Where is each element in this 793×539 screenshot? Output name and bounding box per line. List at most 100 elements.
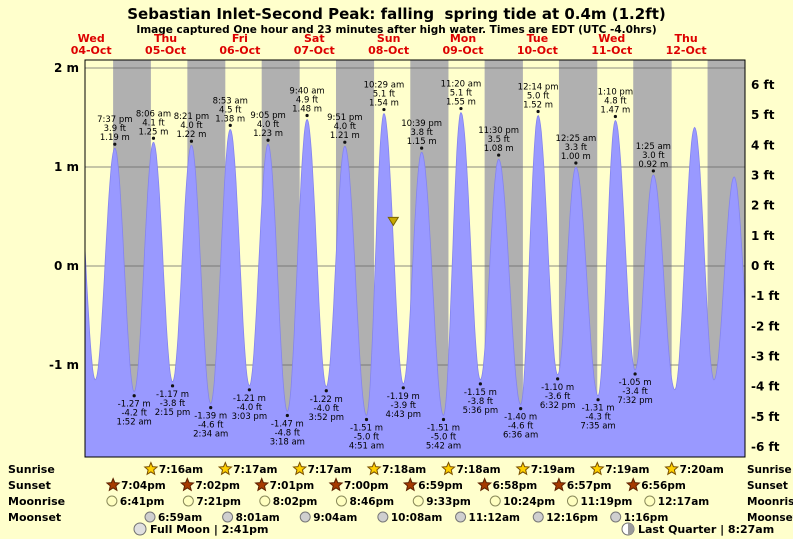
y-axis-label-m: -1 m [49, 358, 79, 372]
tide-low-m: -1.21 m [233, 394, 266, 404]
day-label-date: 05-Oct [145, 44, 186, 57]
sunrise-star-icon [589, 461, 605, 476]
astro-row-label-left: Moonrise [8, 495, 65, 508]
sunrise-time: 7:16am [159, 464, 203, 476]
moonset-circle-icon [455, 511, 467, 523]
tide-high-ft: 5.1 ft [373, 90, 396, 100]
sunrise-time: 7:17am [308, 464, 352, 476]
tide-low-time: 5:42 am [426, 441, 461, 451]
astro-row-label-left: Sunset [8, 479, 51, 492]
tide-low-time: 5:36 pm [463, 406, 498, 416]
moonset-time: 10:08am [391, 512, 443, 524]
tide-high-time: 10:29 am [364, 81, 405, 91]
tide-high-ft: 5.0 ft [527, 92, 550, 102]
tide-low-dot [324, 389, 328, 393]
tide-low-dot [596, 398, 600, 402]
moonset-time: 6:59am [158, 512, 202, 524]
tide-low-m: -1.51 m [350, 423, 383, 433]
moonset-time: 11:12am [469, 512, 521, 524]
tide-low-time: 2:34 am [193, 430, 228, 440]
sunrise-time: 7:18am [456, 464, 500, 476]
tide-high-ft: 3.3 ft [565, 143, 588, 153]
moonrise-circle-icon [106, 495, 118, 507]
tide-high-m: 1.23 m [253, 129, 283, 139]
tide-high-m: 1.21 m [330, 131, 360, 141]
tide-high-ft: 4.0 ft [257, 120, 280, 130]
last-quarter-icon [628, 523, 634, 535]
moonrise-circle-icon [644, 495, 656, 507]
sunrise-time: 7:17am [233, 464, 277, 476]
y-axis-label-ft: 0 ft [751, 259, 775, 273]
moonrise-circle-icon [182, 495, 194, 507]
tide-low-ft: -4.3 ft [585, 413, 611, 423]
tide-low-ft: -4.6 ft [198, 421, 224, 431]
tide-low-ft: -3.9 ft [391, 401, 417, 411]
moonrise-time: 7:21pm [196, 496, 241, 508]
tide-low-dot [519, 407, 523, 411]
astro-row-label-right: Sunrise [747, 464, 792, 476]
page-title: Sebastian Inlet-Second Peak: falling spr… [127, 5, 666, 23]
sunrise-time: 7:18am [382, 464, 426, 476]
tide-low-dot [170, 384, 175, 388]
day-label-date: 10-Oct [517, 44, 558, 57]
sunset-time: 6:57pm [567, 480, 612, 492]
y-axis-label-ft: -3 ft [751, 350, 780, 364]
tide-low-time: 6:32 pm [540, 401, 575, 411]
tide-low-dot [209, 406, 213, 410]
sunset-star-icon [254, 477, 270, 492]
tide-low-time: 7:32 pm [617, 396, 652, 406]
astro-row-label-left: Sunrise [8, 463, 55, 476]
tide-low-ft: -5.0 ft [354, 432, 380, 442]
tide-low-ft: -3.6 ft [545, 392, 571, 402]
day-label-date: 04-Oct [71, 44, 112, 57]
tide-low-ft: -4.0 ft [314, 404, 340, 414]
sunrise-star-icon [441, 461, 456, 476]
tide-low-m: -1.51 m [427, 423, 460, 433]
tide-high-ft: 4.0 ft [334, 122, 357, 132]
sunset-star-icon [105, 477, 121, 492]
tide-low-ft: -3.8 ft [160, 399, 186, 409]
astro-row-label-left: Moonset [8, 511, 61, 524]
tide-high-m: 1.00 m [561, 152, 591, 162]
tide-low-ft: -4.2 ft [121, 409, 147, 419]
tide-high-ft: 4.9 ft [296, 95, 319, 105]
day-label-dow: Sat [304, 32, 325, 45]
tide-low-time: 6:36 am [503, 431, 538, 441]
moonset-time: 1:16pm [624, 512, 669, 524]
tide-high-time: 11:20 am [441, 80, 482, 90]
tide-curve [84, 112, 746, 458]
tide-low-time: 2:15 pm [155, 408, 190, 418]
moonrise-time: 6:41pm [120, 496, 165, 508]
moon-phase-label: Last Quarter | 8:27am [638, 523, 774, 536]
day-label-dow: Wed [598, 32, 625, 45]
sunset-star-icon [477, 477, 493, 492]
moonrise-time: 10:24pm [503, 496, 555, 508]
tide-low-time: 4:51 am [349, 441, 384, 451]
tide-low-m: -1.40 m [504, 413, 537, 423]
tide-high-time: 8:53 am [213, 96, 248, 106]
plot-frame [84, 59, 746, 458]
moonrise-time: 8:02pm [273, 496, 318, 508]
tide-high-time: 12:14 pm [518, 83, 559, 93]
sunrise-time: 7:19am [531, 464, 575, 476]
sunset-time: 7:00pm [344, 480, 389, 492]
sunset-time: 6:56pm [641, 480, 686, 492]
moonrise-circle-icon [566, 495, 578, 507]
sunset-time: 7:04pm [121, 480, 166, 492]
tide-high-dot [189, 139, 194, 143]
tide-high-ft: 3.5 ft [487, 135, 510, 145]
tide-low-m: -1.22 m [310, 395, 343, 405]
sunrise-time: 7:20am [680, 464, 724, 476]
day-label-date: 08-Oct [368, 44, 409, 57]
tide-low-time: 1:52 am [117, 418, 152, 428]
day-label-date: 11-Oct [591, 44, 632, 57]
y-axis-label-m: 0 m [54, 259, 79, 273]
y-axis-label-ft: 5 ft [751, 108, 775, 122]
tide-high-ft: 5.1 ft [450, 89, 473, 99]
tide-high-m: 0.92 m [638, 160, 668, 170]
tide-low-m: -1.05 m [619, 378, 652, 388]
tide-high-ft: 4.1 ft [142, 118, 165, 128]
sunrise-star-icon [366, 461, 382, 476]
moonset-time: 12:16pm [546, 512, 598, 524]
day-label-date: 12-Oct [666, 44, 707, 57]
